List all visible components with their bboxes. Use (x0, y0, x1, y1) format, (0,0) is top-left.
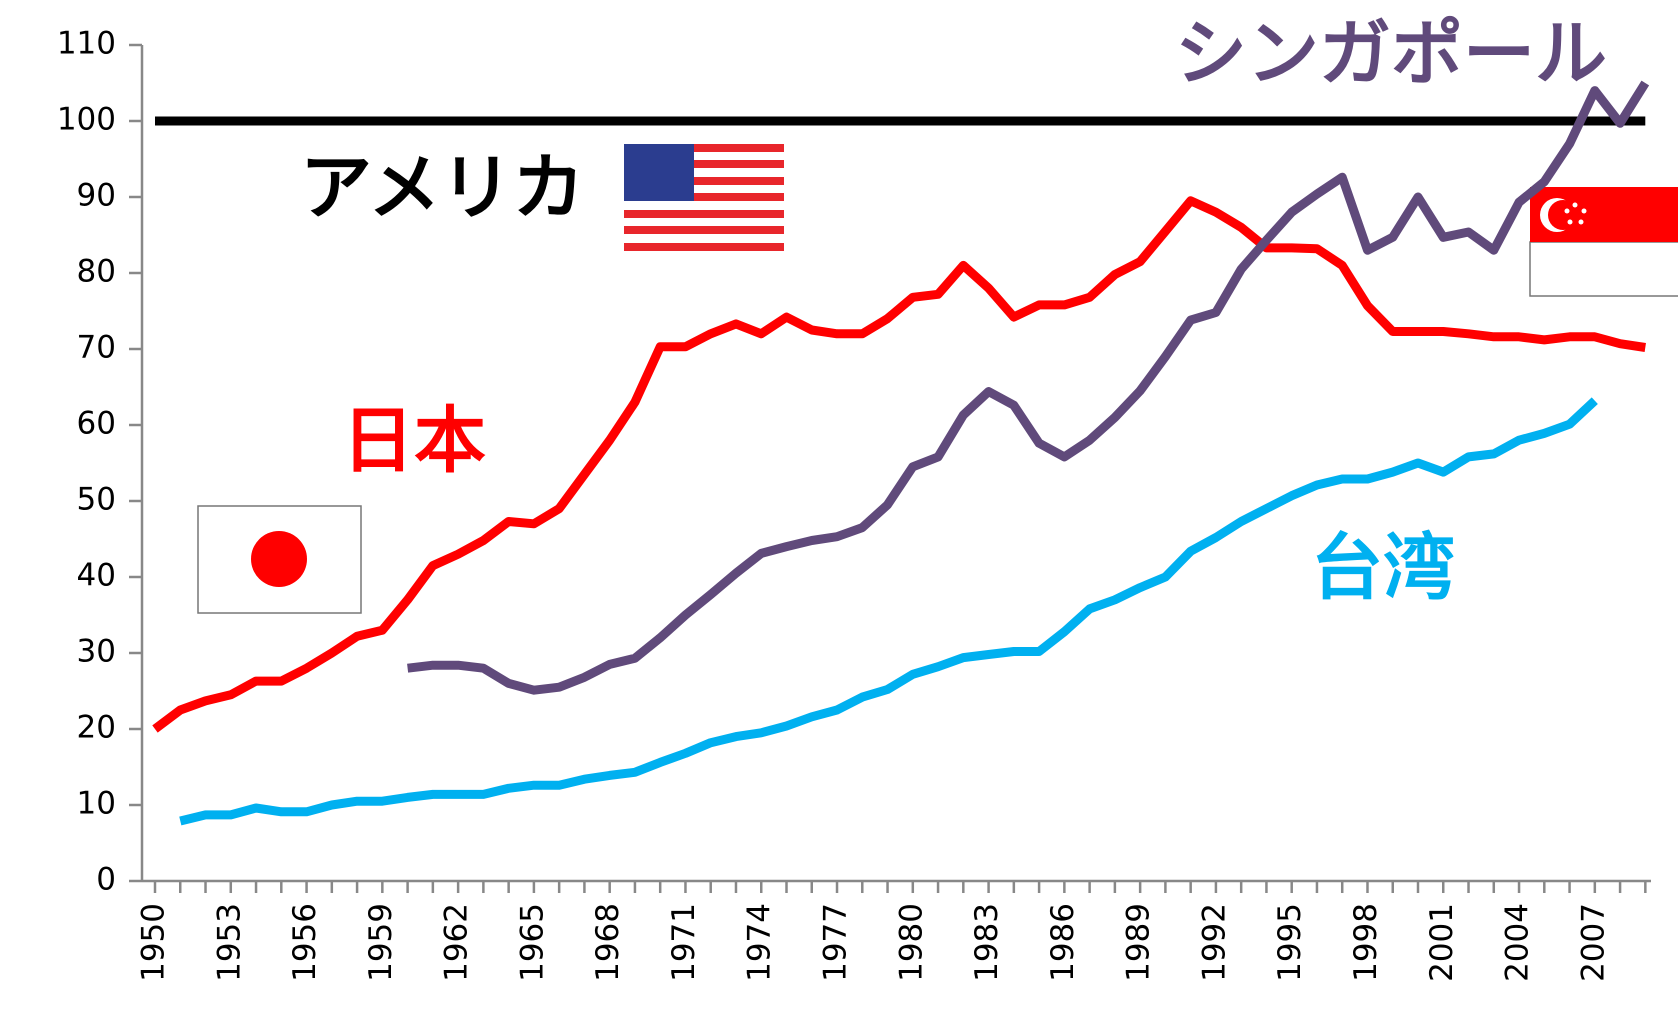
y-tick-label: 20 (77, 710, 116, 746)
x-tick-label: 2004 (1500, 903, 1536, 982)
x-tick-label: 1983 (969, 903, 1005, 982)
x-tick-label: 2007 (1575, 903, 1611, 982)
series-label: アメリカ (300, 146, 584, 230)
y-tick-label: 50 (77, 482, 116, 518)
x-tick-label: 1992 (1196, 903, 1232, 982)
y-tick-label: 80 (77, 254, 116, 290)
x-tick-label: 1995 (1272, 903, 1308, 982)
series-label: シンガポール (1175, 12, 1607, 96)
y-tick-label: 90 (77, 178, 116, 214)
y-tick-label: 40 (77, 558, 116, 594)
y-tick-label: 30 (77, 634, 116, 670)
x-tick-label: 1956 (287, 903, 323, 982)
x-tick-label: 1959 (363, 903, 399, 982)
y-tick-label: 60 (77, 406, 116, 442)
x-tick-label: 1953 (211, 903, 247, 982)
x-tick-label: 1965 (514, 903, 550, 982)
y-tick-label: 0 (96, 862, 116, 898)
series-label: 日本 (342, 399, 486, 483)
y-tick-label: 100 (57, 102, 116, 138)
x-tick-label: 2001 (1424, 903, 1460, 982)
series-line (152, 196, 1646, 733)
series-label: 台湾 (1311, 526, 1455, 610)
y-tick-label: 10 (77, 786, 116, 822)
x-tick-label: 1950 (136, 903, 172, 982)
flag-japan (197, 505, 362, 614)
x-tick-label: 1971 (666, 903, 702, 982)
x-tick-label: 1974 (742, 903, 778, 982)
flag-singapore (1529, 187, 1678, 297)
flag-usa (624, 144, 784, 251)
series-line (179, 397, 1598, 826)
y-tick-label: 110 (57, 26, 116, 62)
x-tick-label: 1986 (1045, 903, 1081, 982)
x-tick-label: 1989 (1121, 903, 1157, 982)
x-tick-label: 1962 (439, 903, 475, 982)
x-tick-label: 1968 (590, 903, 626, 982)
x-tick-label: 1977 (818, 903, 854, 982)
series-line (407, 80, 1650, 695)
x-tick-label: 1980 (893, 903, 929, 982)
x-tick-label: 1998 (1348, 903, 1384, 982)
y-tick-label: 70 (77, 330, 116, 366)
